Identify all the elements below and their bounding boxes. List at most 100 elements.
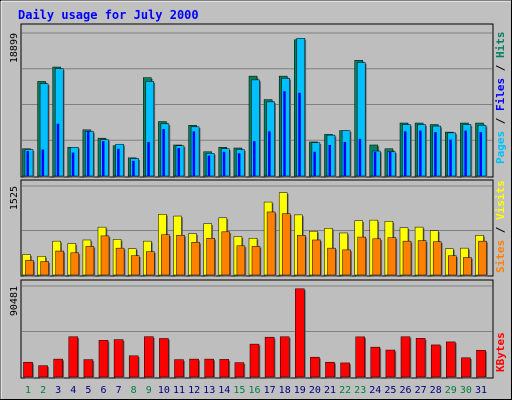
- day-label: 22: [339, 385, 351, 396]
- bar-sites: [55, 250, 64, 276]
- bar-sites: [342, 249, 351, 276]
- bar-sites: [161, 234, 170, 276]
- bar-files: [56, 123, 60, 176]
- bar-kbytes: [430, 344, 441, 378]
- day-label: 9: [146, 385, 152, 396]
- day-label: 7: [116, 385, 122, 396]
- bar-files: [328, 144, 331, 176]
- bar-sites: [281, 213, 291, 276]
- bar-files: [192, 131, 196, 176]
- day-label: 17: [264, 385, 276, 396]
- day-label: 11: [173, 385, 185, 396]
- bar-kbytes: [295, 288, 305, 378]
- bar-sites: [372, 238, 382, 276]
- y-max-label-hits: 18899: [9, 33, 20, 63]
- day-label: 13: [203, 385, 215, 396]
- bar-files: [434, 132, 437, 176]
- day-label: 12: [188, 385, 200, 396]
- bar-sites: [417, 240, 427, 276]
- bar-files: [222, 151, 226, 176]
- bar-kbytes: [83, 359, 94, 378]
- bar-files: [162, 129, 165, 176]
- bar-files: [343, 141, 347, 176]
- bar-files: [86, 131, 90, 176]
- day-label: 4: [70, 385, 76, 396]
- bar-kbytes: [415, 338, 426, 378]
- day-label: 18: [279, 385, 291, 396]
- chart-title: Daily usage for July 2000: [18, 8, 199, 22]
- bar-files: [388, 151, 392, 176]
- bar-sites: [40, 261, 49, 276]
- bar-kbytes: [461, 357, 471, 378]
- day-label: 8: [131, 385, 137, 396]
- bar-sites: [206, 237, 215, 276]
- bar-sites: [176, 235, 185, 276]
- bar-files: [207, 155, 211, 176]
- bar-kbytes: [340, 362, 350, 378]
- bar-files: [419, 130, 422, 176]
- day-label: 25: [384, 385, 396, 396]
- legend-kbytes-label: KBytes: [494, 332, 507, 372]
- bar-files: [479, 132, 482, 176]
- bar-kbytes: [264, 336, 275, 378]
- bar-kbytes: [370, 346, 381, 378]
- bar-sites: [312, 239, 321, 276]
- day-label: 6: [100, 385, 106, 396]
- bar-kbytes: [385, 349, 396, 378]
- bar-kbytes: [446, 341, 456, 378]
- legend-visits: Visits: [494, 180, 507, 220]
- bar-files: [358, 138, 362, 176]
- bar-sites: [191, 242, 200, 276]
- bar-kbytes: [234, 362, 245, 378]
- bar-files: [132, 160, 135, 176]
- bar-kbytes: [355, 336, 365, 378]
- bar-kbytes: [174, 359, 184, 378]
- bar-sites: [387, 237, 397, 276]
- bar-files: [147, 141, 150, 176]
- bar-sites: [85, 246, 95, 276]
- y-max-label-visits: 1525: [9, 186, 20, 210]
- bar-files: [283, 91, 286, 176]
- bar-sites: [448, 255, 457, 276]
- day-label: 10: [158, 385, 170, 396]
- day-label: 3: [55, 385, 61, 396]
- bar-kbytes: [476, 349, 486, 378]
- bar-files: [268, 131, 271, 176]
- bar-sites: [146, 251, 155, 276]
- y-max-label-kbytes: 90481: [9, 286, 20, 316]
- bar-kbytes: [325, 361, 335, 378]
- bar-files: [102, 141, 105, 176]
- day-label: 31: [475, 385, 487, 396]
- day-label: 2: [40, 385, 46, 396]
- day-label: 23: [354, 385, 366, 396]
- bar-files: [298, 92, 301, 176]
- legend-hits: Hits: [494, 32, 507, 59]
- bar-sites: [130, 255, 140, 276]
- bar-kbytes: [98, 340, 109, 378]
- bar-kbytes: [400, 336, 411, 378]
- legend-pages: Pages: [494, 131, 507, 164]
- bar-kbytes: [68, 336, 79, 378]
- day-label: 24: [369, 385, 381, 396]
- bar-sites: [221, 231, 231, 276]
- day-label: 1: [25, 385, 31, 396]
- day-label: 30: [460, 385, 472, 396]
- bar-sites: [357, 236, 366, 276]
- day-label: 29: [445, 385, 457, 396]
- bar-sites: [463, 257, 472, 276]
- day-label: 14: [218, 385, 230, 396]
- bar-sites: [402, 240, 412, 276]
- bar-sites: [115, 247, 125, 276]
- bar-kbytes: [279, 336, 290, 378]
- bar-files: [71, 152, 75, 176]
- bar-files: [373, 151, 377, 176]
- bar-kbytes: [189, 358, 199, 378]
- day-label: 19: [294, 385, 306, 396]
- bar-files: [313, 151, 316, 176]
- legend-hits-files-pages: Pages / Files / Hits: [494, 32, 507, 165]
- bar-sites: [236, 245, 246, 276]
- bar-kbytes: [204, 358, 214, 378]
- bar-files: [253, 141, 256, 176]
- bar-sites: [297, 235, 306, 276]
